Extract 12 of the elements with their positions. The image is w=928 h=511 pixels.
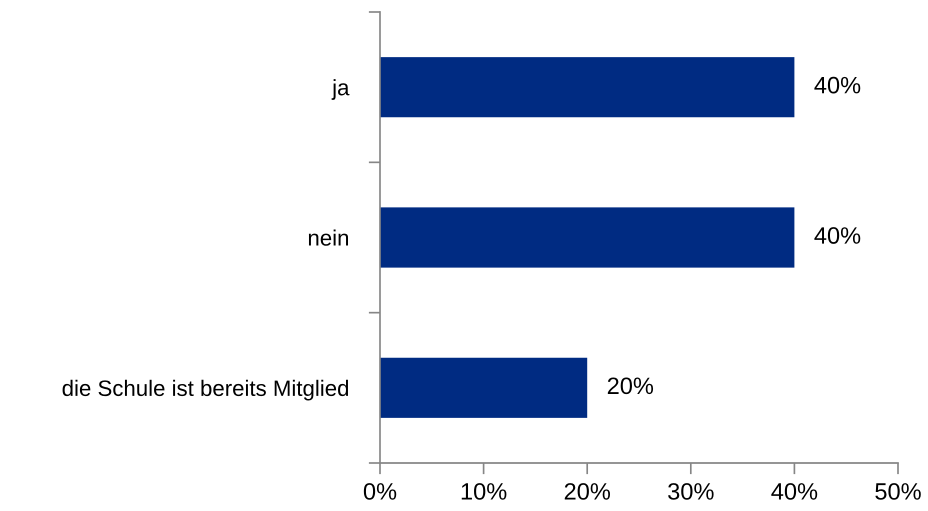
y-tick-label: ja	[332, 79, 350, 100]
y-tick-label: die Schule ist bereits Mitglied	[62, 380, 348, 400]
data-label: 20%	[608, 377, 654, 394]
y-tick-label: nein	[308, 229, 348, 246]
x-tick-label: 0%	[364, 483, 396, 500]
x-tick-label: 10%	[462, 483, 506, 500]
x-tick-label: 40%	[771, 483, 818, 500]
data-label: 40%	[814, 76, 860, 94]
x-tick-label: 50%	[875, 483, 921, 500]
x-tick-label: 30%	[668, 483, 714, 500]
data-label: 40%	[814, 227, 860, 244]
x-tick-label: 20%	[564, 483, 610, 500]
